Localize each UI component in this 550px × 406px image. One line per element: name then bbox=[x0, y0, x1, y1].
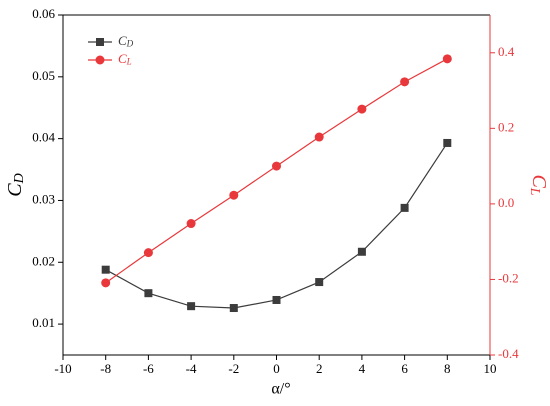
marker bbox=[357, 104, 367, 114]
marker bbox=[272, 295, 281, 304]
marker bbox=[400, 77, 410, 87]
marker bbox=[357, 247, 366, 256]
marker bbox=[400, 203, 409, 212]
legend-marker bbox=[96, 38, 104, 46]
marker bbox=[229, 304, 238, 313]
marker bbox=[442, 54, 452, 64]
y2-tick-label: -0.4 bbox=[498, 346, 519, 361]
x-tick-label: -8 bbox=[100, 361, 111, 376]
x-tick-label: 10 bbox=[484, 361, 497, 376]
x-tick-label: -10 bbox=[54, 361, 71, 376]
series-line bbox=[105, 58, 448, 284]
y2-tick-label: 0.2 bbox=[498, 119, 514, 134]
y-tick-label: 0.03 bbox=[32, 191, 55, 206]
legend-label: CL bbox=[118, 51, 132, 67]
legend-marker bbox=[95, 55, 105, 65]
y-tick-label: 0.02 bbox=[32, 253, 55, 268]
x-tick-label: 0 bbox=[273, 361, 280, 376]
y2-axis-label: CL bbox=[527, 174, 550, 195]
marker bbox=[187, 302, 196, 311]
x-tick-label: 8 bbox=[444, 361, 451, 376]
marker bbox=[144, 289, 153, 298]
marker bbox=[143, 248, 153, 258]
legend-label: CD bbox=[118, 33, 134, 49]
y2-tick-label: 0.0 bbox=[498, 195, 514, 210]
marker bbox=[101, 265, 110, 274]
x-tick-label: 4 bbox=[359, 361, 366, 376]
marker bbox=[272, 161, 281, 171]
marker bbox=[314, 132, 324, 142]
x-tick-label: 2 bbox=[316, 361, 323, 376]
x-tick-label: -2 bbox=[228, 361, 239, 376]
y-tick-label: 0.06 bbox=[32, 6, 55, 21]
y2-tick-label: -0.2 bbox=[498, 270, 519, 285]
marker bbox=[443, 138, 452, 147]
x-tick-label: -6 bbox=[143, 361, 154, 376]
marker bbox=[186, 219, 196, 229]
x-tick-label: -4 bbox=[186, 361, 197, 376]
y-tick-label: 0.05 bbox=[32, 68, 55, 83]
x-tick-label: 6 bbox=[401, 361, 408, 376]
y-tick-label: 0.01 bbox=[32, 315, 55, 330]
y-tick-label: 0.04 bbox=[32, 130, 55, 145]
marker bbox=[101, 278, 111, 288]
x-axis-label: α/° bbox=[271, 381, 290, 398]
marker bbox=[229, 190, 239, 200]
y-axis-label: CD bbox=[4, 173, 28, 196]
marker bbox=[315, 278, 324, 287]
y2-tick-label: 0.4 bbox=[498, 44, 515, 59]
